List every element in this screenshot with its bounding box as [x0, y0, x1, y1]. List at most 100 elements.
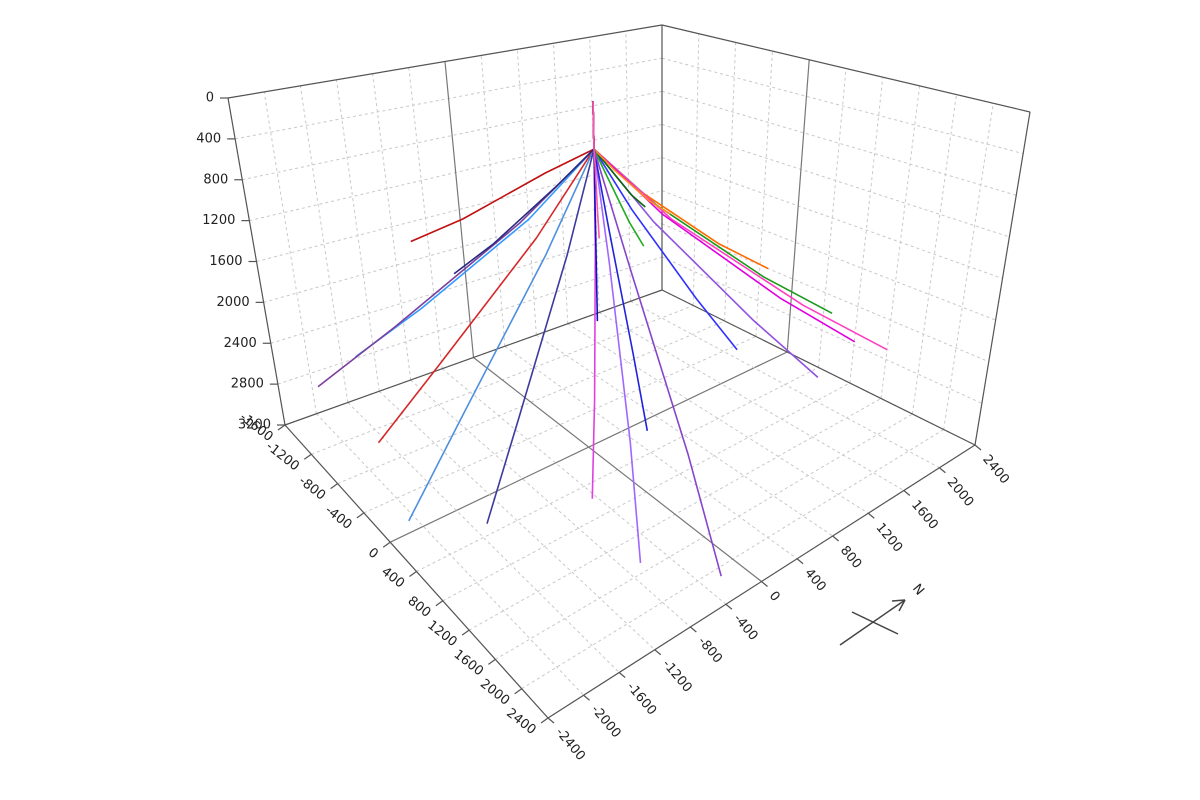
z-tick-label: 1200	[202, 213, 235, 228]
box-edge	[661, 24, 1031, 113]
grid-line	[943, 103, 994, 430]
y-tick-label: -2000	[588, 702, 624, 741]
tick-mark	[583, 694, 590, 701]
z-tick-label: 400	[196, 131, 221, 146]
y-tick-label: -800	[695, 634, 725, 666]
tick-mark	[761, 581, 768, 587]
y-tick-label: 1600	[908, 498, 941, 533]
box-edge	[284, 289, 663, 426]
y-tick-label: 0	[766, 589, 783, 605]
y-tick-label: -1600	[623, 680, 659, 719]
well-trajectory	[592, 101, 600, 239]
grid-line	[337, 320, 725, 485]
grid-line	[473, 357, 762, 582]
grid-line	[786, 59, 810, 353]
compass-cross	[851, 611, 899, 635]
plot-box	[220, 24, 1031, 724]
z-tick-label: 0	[206, 91, 214, 106]
tick-mark	[689, 626, 697, 633]
tick-mark	[382, 541, 391, 548]
grid-line	[444, 61, 475, 358]
y-tick-label: -2400	[552, 725, 588, 764]
x-tick-label: -400	[322, 503, 354, 533]
x-tick-label: -1200	[263, 439, 302, 474]
tick-mark	[356, 512, 365, 519]
well-trajectory	[592, 101, 856, 343]
grid-line	[336, 79, 380, 392]
grid-line	[630, 300, 940, 469]
tick-mark	[409, 571, 417, 577]
y-tick-label: -1200	[659, 657, 695, 696]
x-tick-label: 400	[378, 564, 407, 591]
well-trajectory	[410, 101, 595, 243]
grid-line	[441, 368, 727, 605]
y-tick-label: 400	[801, 566, 828, 595]
z-tick-label: 3200	[238, 418, 271, 433]
tick-mark	[654, 649, 662, 656]
grid-line	[589, 37, 600, 313]
well-trajectory	[592, 101, 833, 315]
x-tick-label: 2400	[503, 706, 538, 738]
x-tick-label: -800	[296, 474, 328, 504]
well-trajectory	[453, 101, 595, 275]
tick-mark	[939, 467, 946, 474]
z-tick-label: 2800	[231, 377, 264, 392]
x-tick-label: 0	[365, 545, 381, 562]
z-tick-label: 1600	[209, 254, 242, 269]
grid-line	[661, 223, 989, 363]
grid-line	[661, 57, 1024, 155]
z-tick-label: 800	[203, 172, 228, 187]
y-tick-label: -400	[730, 611, 760, 643]
tick-mark	[488, 658, 496, 665]
y-tick-label: 1200	[873, 520, 906, 555]
grid-line	[567, 323, 869, 514]
well-trajectory	[592, 101, 888, 351]
x-tick-label: 1200	[424, 618, 459, 650]
grid-line	[553, 43, 569, 324]
compass-arrow-head	[891, 599, 906, 602]
box-edge	[661, 289, 976, 446]
well-trajectory	[592, 101, 649, 431]
grid-line	[661, 90, 1017, 196]
tick-mark	[618, 672, 626, 678]
tick-mark	[540, 717, 549, 724]
x-tick-label: 2000	[477, 676, 512, 708]
box-edge	[227, 24, 663, 99]
y-tick-label: 2400	[979, 452, 1012, 487]
tick-mark	[974, 444, 982, 451]
grid-line	[504, 345, 798, 560]
grid-line	[277, 256, 663, 385]
grid-line	[378, 390, 656, 651]
tick-mark	[903, 490, 911, 496]
tick-mark	[461, 629, 470, 636]
tick-mark	[330, 483, 338, 490]
z-tick-label: 2000	[217, 295, 250, 310]
grid-line	[408, 67, 443, 369]
x-tick-label: 1600	[451, 647, 486, 679]
grid-line	[480, 55, 506, 347]
tick-mark	[514, 688, 523, 695]
tick-mark	[547, 717, 555, 724]
grid-line	[880, 85, 921, 399]
grid-line	[347, 402, 620, 673]
compass: N	[839, 581, 927, 646]
tick-mark	[277, 424, 286, 431]
tick-mark	[435, 600, 444, 607]
grid-line	[818, 68, 847, 368]
z-tick-label: 2400	[224, 336, 257, 351]
wells	[317, 101, 888, 577]
tick-mark	[303, 453, 312, 460]
tick-mark	[832, 535, 840, 542]
y-tick-label: 800	[837, 543, 864, 572]
grid-line	[598, 312, 905, 491]
well-trajectory	[592, 101, 819, 378]
tick-mark	[796, 558, 804, 565]
box-edge	[974, 111, 1031, 446]
grid-line	[299, 85, 349, 403]
grid-line	[724, 42, 737, 322]
well-trajectory	[592, 101, 769, 270]
y-tick-label: 2000	[944, 475, 977, 510]
grid-line	[661, 190, 996, 321]
grid-line	[263, 91, 317, 414]
